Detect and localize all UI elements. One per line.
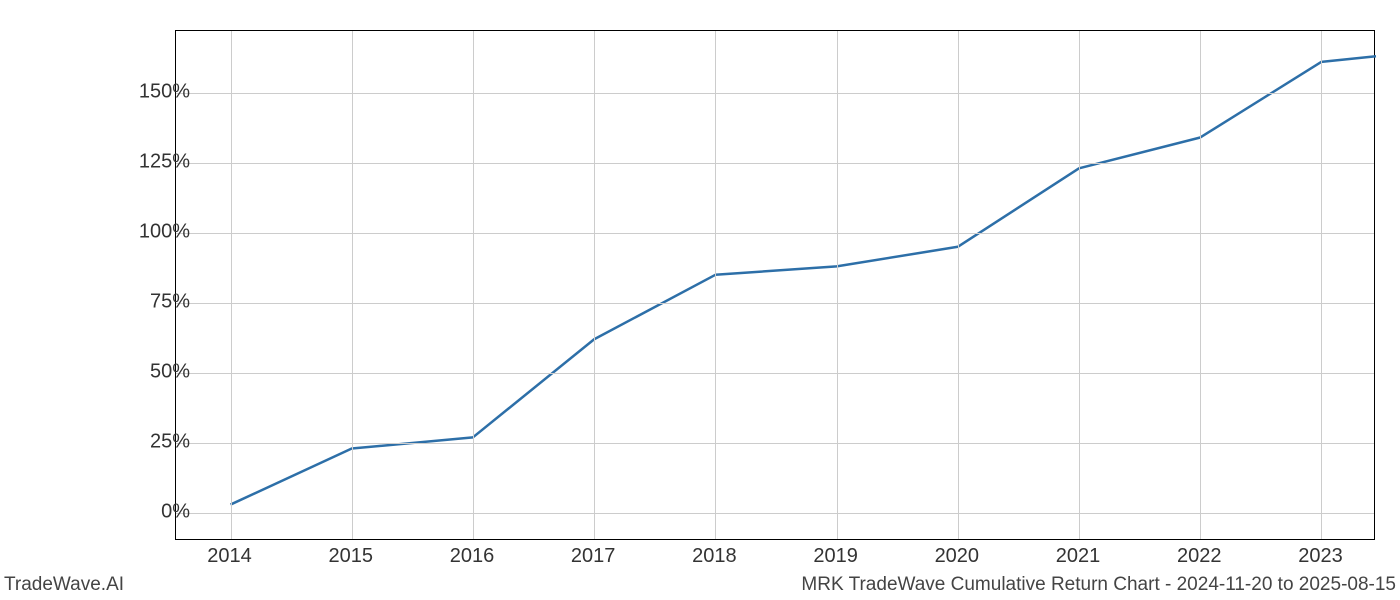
y-tick-label: 100% [110, 220, 190, 243]
x-tick-label: 2014 [207, 545, 252, 568]
grid-line-horizontal [176, 303, 1374, 304]
x-tick-label: 2023 [1298, 545, 1343, 568]
y-tick-label: 75% [110, 290, 190, 313]
grid-line-vertical [1321, 31, 1322, 539]
x-tick-label: 2021 [1056, 545, 1101, 568]
y-tick-label: 0% [110, 500, 190, 523]
x-tick-label: 2019 [813, 545, 858, 568]
grid-line-vertical [715, 31, 716, 539]
x-tick-label: 2015 [329, 545, 374, 568]
chart-container [175, 30, 1375, 540]
grid-line-vertical [473, 31, 474, 539]
grid-line-vertical [1079, 31, 1080, 539]
grid-line-horizontal [176, 513, 1374, 514]
plot-area [175, 30, 1375, 540]
grid-line-vertical [1200, 31, 1201, 539]
x-tick-label: 2016 [450, 545, 495, 568]
y-tick-label: 150% [110, 80, 190, 103]
grid-line-horizontal [176, 373, 1374, 374]
grid-line-vertical [352, 31, 353, 539]
line-series [176, 31, 1376, 541]
return-line [231, 56, 1376, 504]
grid-line-horizontal [176, 93, 1374, 94]
grid-line-vertical [231, 31, 232, 539]
x-tick-label: 2017 [571, 545, 616, 568]
footer-left-text: TradeWave.AI [4, 574, 124, 596]
y-tick-label: 50% [110, 360, 190, 383]
y-tick-label: 125% [110, 150, 190, 173]
grid-line-horizontal [176, 163, 1374, 164]
grid-line-vertical [837, 31, 838, 539]
grid-line-vertical [958, 31, 959, 539]
x-tick-label: 2020 [935, 545, 980, 568]
footer-right-text: MRK TradeWave Cumulative Return Chart - … [801, 574, 1396, 596]
y-tick-label: 25% [110, 430, 190, 453]
grid-line-vertical [594, 31, 595, 539]
x-tick-label: 2018 [692, 545, 737, 568]
grid-line-horizontal [176, 233, 1374, 234]
x-tick-label: 2022 [1177, 545, 1222, 568]
grid-line-horizontal [176, 443, 1374, 444]
